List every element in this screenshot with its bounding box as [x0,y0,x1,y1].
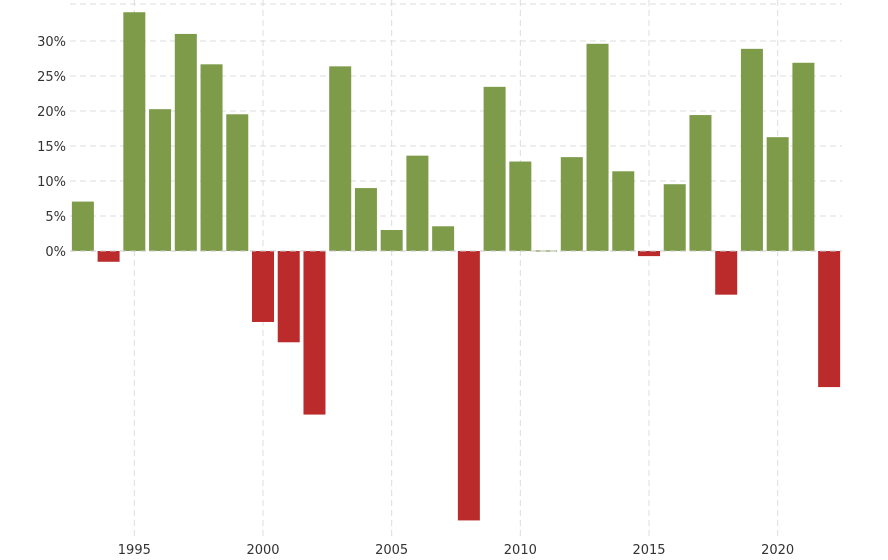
bar-2014[interactable] [612,171,635,251]
bar-2011[interactable] [535,250,558,252]
bar-2007[interactable] [432,226,455,251]
bar-2016[interactable] [663,184,686,251]
bar-1998[interactable] [200,64,223,251]
bar-2002[interactable] [303,251,326,415]
bar-2010[interactable] [509,161,532,251]
y-tick-label: 20% [37,105,66,120]
x-tick-label: 2015 [632,543,665,558]
y-tick-label: 30% [37,35,66,50]
bar-2004[interactable] [354,188,377,251]
x-tick-label: 2020 [761,543,794,558]
y-tick-label: 15% [37,140,66,155]
y-tick-label: 10% [37,175,66,190]
bar-2008[interactable] [457,251,480,521]
x-axis-tick-labels: 1995 2000 2005 2010 2015 2020 [118,543,794,558]
bar-2013[interactable] [586,43,609,251]
bar-1995[interactable] [123,12,146,252]
bars [71,12,841,521]
x-tick-label: 2005 [375,543,408,558]
y-tick-label: 25% [37,70,66,85]
bar-2022[interactable] [818,251,841,388]
bar-2021[interactable] [792,62,815,251]
bar-1993[interactable] [71,201,94,251]
bar-2015[interactable] [638,251,660,257]
y-axis-tick-labels: 0% 5% 10% 15% 20% 25% 30% [37,35,66,260]
bar-1996[interactable] [149,109,172,252]
bar-2020[interactable] [766,137,789,251]
bar-1999[interactable] [226,114,249,251]
bar-2001[interactable] [277,251,300,343]
x-tick-label: 2010 [504,543,537,558]
bar-1997[interactable] [174,33,197,252]
bar-2019[interactable] [740,48,763,252]
y-tick-label: 5% [45,210,66,225]
bar-1994[interactable] [97,251,120,262]
y-tick-label: 0% [45,245,66,260]
x-tick-label: 1995 [118,543,151,558]
bar-2003[interactable] [329,66,352,251]
grid [70,0,842,536]
bar-2000[interactable] [252,251,274,322]
bar-2005[interactable] [380,230,403,251]
bar-2012[interactable] [560,157,583,251]
bar-2006[interactable] [406,155,429,251]
bar-2009[interactable] [483,86,506,251]
bar-2017[interactable] [689,115,712,251]
bar-2018[interactable] [715,251,738,295]
x-tick-label: 2000 [246,543,279,558]
